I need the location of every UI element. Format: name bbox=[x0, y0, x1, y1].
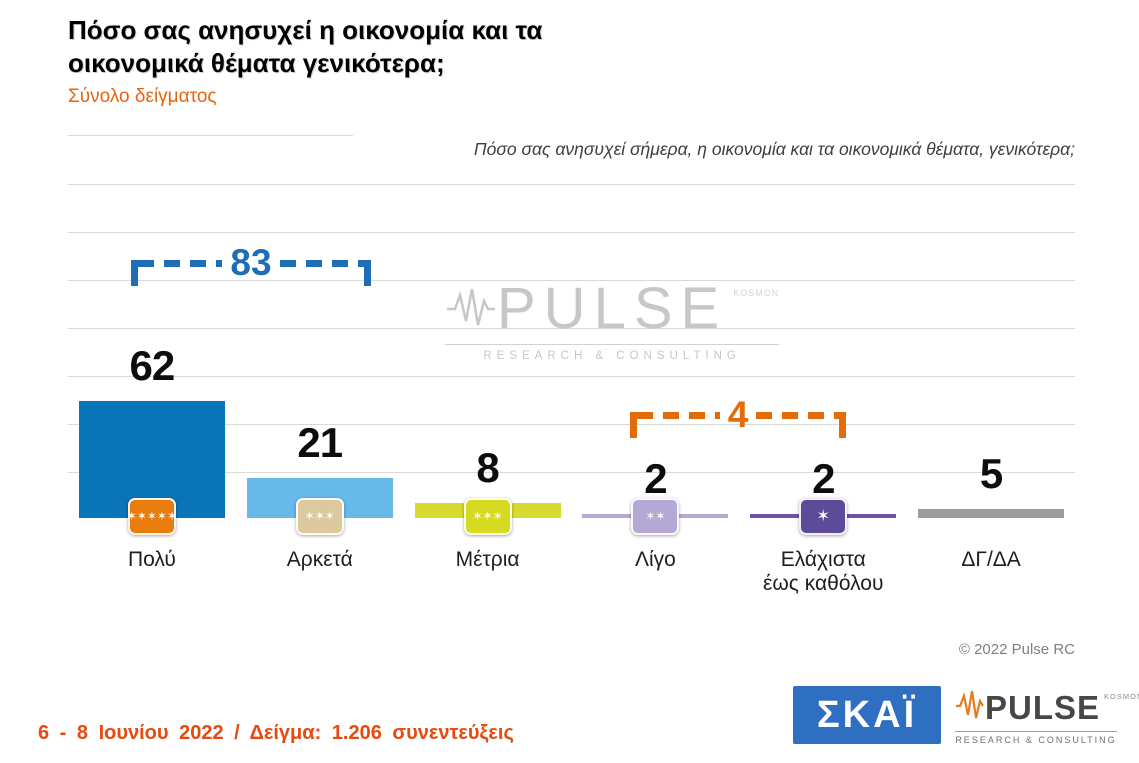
bracket-right-cap bbox=[839, 412, 847, 438]
bar-6 bbox=[918, 508, 1065, 518]
watermark-brand: PULSE bbox=[497, 276, 728, 341]
bar-value-label: 2 bbox=[812, 455, 835, 502]
gridline bbox=[68, 424, 1075, 425]
pulse-logo-brand: PULSE bbox=[985, 689, 1101, 726]
category-label: Αρκετά bbox=[286, 548, 353, 571]
bracket-right-cap bbox=[364, 260, 371, 286]
pulse-waveform-icon bbox=[445, 285, 497, 334]
gridline bbox=[68, 376, 1075, 377]
watermark-tagline: RESEARCH & CONSULTING bbox=[445, 344, 780, 362]
stars-badge-icon: ✶ bbox=[799, 498, 848, 535]
group-sum-label: 4 bbox=[727, 394, 749, 435]
copyright-text: © 2022 Pulse RC bbox=[958, 641, 1075, 658]
gridline bbox=[68, 232, 1075, 233]
bracket-dash-line bbox=[756, 412, 840, 419]
page-title: Πόσο σας ανησυχεί η οικονομία και τα οικ… bbox=[68, 14, 542, 81]
bar-value-label: 62 bbox=[129, 341, 176, 389]
pulse-watermark: PULSE KOSMON RESEARCH & CONSULTING bbox=[445, 280, 780, 362]
bracket-dash-line bbox=[138, 260, 223, 267]
skai-logo: ΣΚΑΪ bbox=[793, 686, 941, 744]
page-title-line2: οικονομικά θέματα γενικότερα; bbox=[68, 48, 445, 79]
pulse-logo: PULSE KOSMON RESEARCH & CONSULTING bbox=[955, 688, 1139, 745]
bar-value-label: 21 bbox=[297, 419, 343, 467]
group-sum-label: 83 bbox=[230, 242, 272, 283]
bracket-dash-line bbox=[637, 412, 720, 419]
category-label: Μέτρια bbox=[455, 548, 520, 571]
stars-badge-icon: ✶✶ bbox=[631, 498, 680, 535]
pulse-logo-waveform-icon bbox=[955, 688, 985, 727]
gridline bbox=[68, 280, 1075, 281]
group-bracket-4: 4 bbox=[630, 396, 847, 438]
pulse-logo-tagline: RESEARCH & CONSULTING bbox=[955, 731, 1117, 745]
page-subtitle: Σύνολο δείγματος bbox=[68, 86, 217, 107]
pulse-logo-row: PULSE KOSMON bbox=[955, 688, 1139, 727]
bracket-left-cap bbox=[630, 412, 637, 438]
pulse-logo-side-text: KOSMON bbox=[1104, 692, 1139, 701]
bar-value-label: 5 bbox=[979, 449, 1003, 497]
category-label: ΔΓ/ΔΑ bbox=[961, 548, 1021, 571]
bar-value-label: 2 bbox=[644, 455, 667, 502]
survey-question-text: Πόσο σας ανησυχεί σήμερα, η οικονομία κα… bbox=[473, 139, 1075, 159]
gridline bbox=[68, 135, 353, 136]
category-label: Λίγο bbox=[634, 548, 676, 571]
category-label: Πολύ bbox=[127, 548, 176, 571]
skai-logo-text: ΣΚΑΪ bbox=[816, 693, 918, 736]
watermark-side-text: KOSMON bbox=[733, 288, 780, 298]
watermark-row: PULSE KOSMON bbox=[445, 280, 779, 338]
stars-badge-icon: ✶✶✶ bbox=[463, 498, 512, 535]
stars-badge-icon: ✶✶✶ bbox=[295, 498, 344, 535]
bracket-dash-line bbox=[279, 260, 364, 267]
bar-value-label: 8 bbox=[476, 443, 499, 491]
fieldwork-note: 6 - 8 Ιουνίου 2022 / Δείγμα: 1.206 συνεν… bbox=[38, 722, 514, 744]
gridline bbox=[68, 184, 1075, 185]
page-title-line1: Πόσο σας ανησυχεί η οικονομία και τα bbox=[68, 15, 543, 45]
bracket-left-cap bbox=[131, 260, 138, 286]
stars-badge-icon: ✶✶✶✶✶ bbox=[127, 498, 177, 535]
category-label: Ελάχιστα έως καθόλου bbox=[763, 548, 884, 596]
group-bracket-83: 83 bbox=[131, 244, 371, 286]
gridline bbox=[68, 328, 1075, 329]
gridline bbox=[68, 472, 1075, 473]
